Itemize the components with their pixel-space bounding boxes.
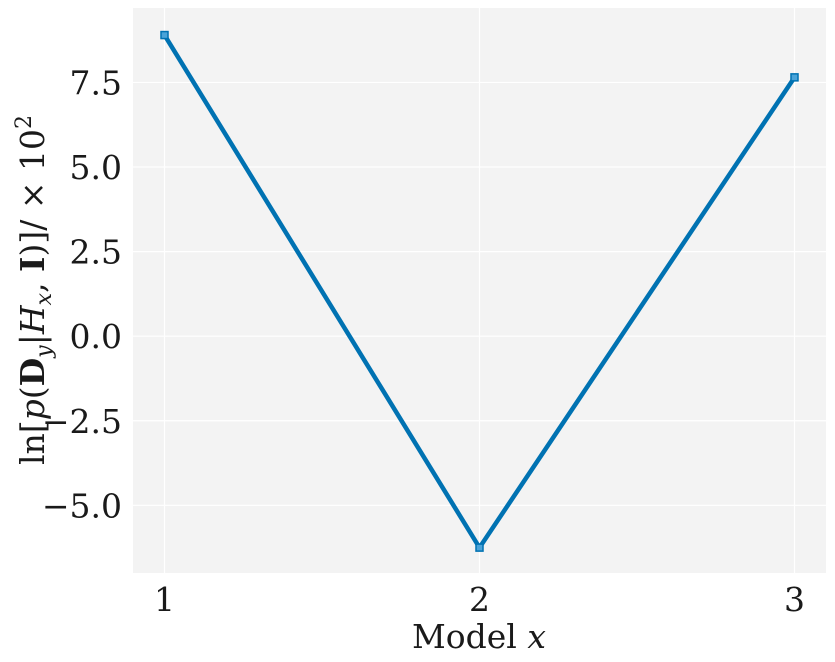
y-axis-label: ln[p(Dy|Hx, I)]/ × 102 — [12, 115, 57, 465]
y-tick-label: 5.0 — [70, 148, 122, 187]
series-line-group — [160, 30, 799, 552]
y-tick-label: −5.0 — [42, 486, 122, 525]
y-tick-label: 7.5 — [70, 63, 122, 102]
x-axis-label: Model x — [412, 617, 546, 656]
y-tick-label: 2.5 — [70, 233, 122, 272]
y-tick-label: 0.0 — [70, 317, 122, 356]
x-tick-labels: 1 2 3 — [154, 580, 805, 619]
y-tick-label: −2.5 — [42, 402, 122, 441]
x-tick-label: 3 — [784, 580, 805, 619]
x-tick-label: 1 — [154, 580, 175, 619]
data-point-marker — [160, 30, 169, 40]
x-tick-label: 2 — [469, 580, 490, 619]
grid-lines — [133, 8, 826, 573]
data-point-marker — [790, 73, 799, 82]
data-point-marker — [475, 543, 484, 552]
y-tick-labels: −5.0 −2.5 0.0 2.5 5.0 7.5 — [42, 63, 122, 525]
